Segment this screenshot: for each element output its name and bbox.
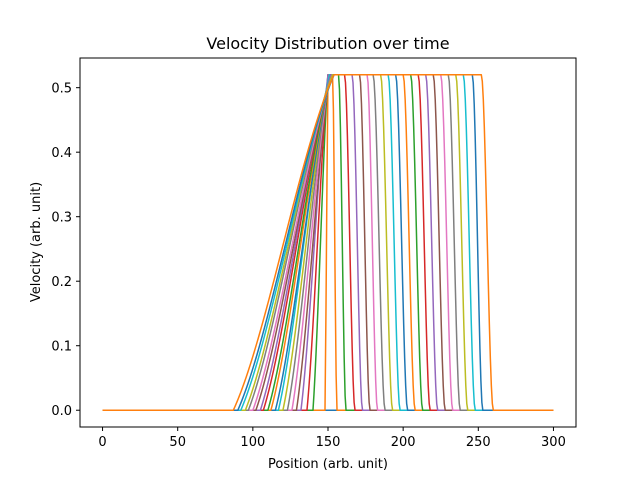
y-axis-ticks: 0.0 0.1 0.2 0.3 0.4 0.5: [51, 82, 80, 419]
x-tick-label: 50: [169, 435, 186, 450]
x-tick-label: 200: [391, 435, 416, 450]
plot-lines: [102, 74, 554, 411]
x-tick-label: 300: [541, 435, 566, 450]
y-axis-label: Velocity (arb. unit): [29, 182, 44, 302]
y-tick-label: 0.4: [51, 146, 72, 161]
y-tick-label: 0.3: [51, 211, 72, 226]
series-line-1: [102, 74, 554, 411]
y-tick-label: 0.2: [51, 275, 72, 290]
series-line-21: [102, 74, 554, 411]
chart-title: Velocity Distribution over time: [206, 34, 449, 53]
x-tick-label: 100: [240, 435, 265, 450]
y-tick-label: 0.0: [51, 404, 72, 419]
y-tick-label: 0.1: [51, 340, 72, 355]
x-tick-label: 250: [466, 435, 491, 450]
x-tick-label: 150: [316, 435, 341, 450]
y-tick-label: 0.5: [51, 82, 72, 97]
x-axis-ticks: 0 50 100 150 200 250 300: [98, 427, 566, 450]
x-tick-label: 0: [98, 435, 106, 450]
x-axis-label: Position (arb. unit): [268, 457, 388, 472]
